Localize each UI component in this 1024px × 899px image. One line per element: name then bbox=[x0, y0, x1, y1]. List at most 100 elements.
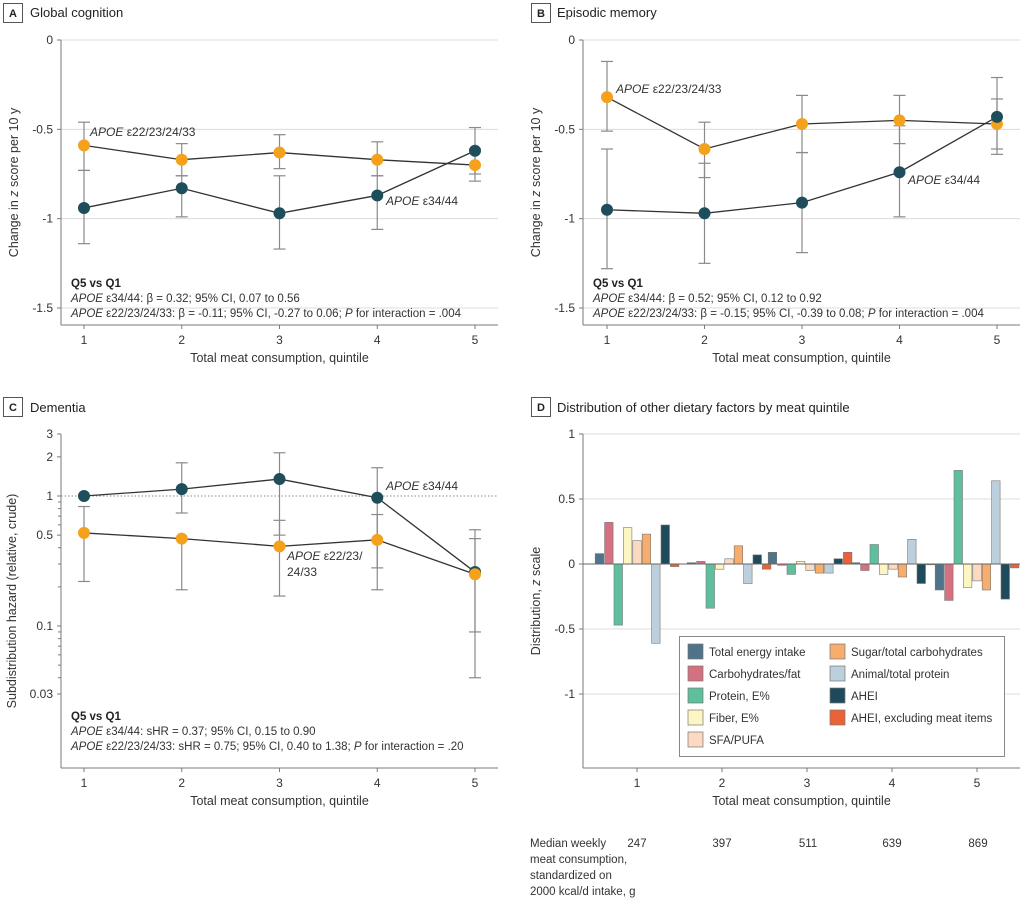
y-tick-label: 0 bbox=[568, 557, 575, 571]
text-part: APOE bbox=[907, 173, 942, 187]
median-row-label: meat consumption, bbox=[530, 854, 627, 866]
x-tick-label: 5 bbox=[974, 776, 981, 790]
bar bbox=[623, 527, 633, 565]
data-point bbox=[796, 117, 808, 130]
panel-tag-label: B bbox=[537, 8, 545, 20]
data-point bbox=[78, 526, 90, 539]
panel-header-D: D Distribution of other dietary factors b… bbox=[531, 397, 850, 417]
bar bbox=[613, 563, 623, 626]
median-value: 511 bbox=[799, 838, 817, 850]
text-part: for interaction = .20 bbox=[362, 741, 464, 753]
bar bbox=[786, 563, 796, 575]
bar bbox=[715, 563, 725, 570]
panel-tag-label: C bbox=[9, 402, 17, 414]
legend-swatch bbox=[687, 665, 704, 682]
bar bbox=[705, 563, 715, 609]
text-part: ε22/23/ bbox=[320, 549, 363, 563]
legend-label: Sugar/total carbohydrates bbox=[851, 647, 983, 659]
legend-label: SFA/PUFA bbox=[709, 735, 764, 747]
y-axis-label-part: Change in bbox=[529, 197, 543, 257]
y-tick-label: -1 bbox=[564, 687, 575, 701]
text-part: APOE bbox=[592, 308, 625, 320]
bar bbox=[824, 563, 834, 574]
panel-title: Global cognition bbox=[30, 5, 123, 20]
bar bbox=[953, 470, 963, 565]
legend-swatch bbox=[687, 731, 704, 748]
panel-tag-box bbox=[531, 397, 551, 417]
y-axis-label: Change in z score per 10 y bbox=[529, 107, 543, 257]
data-point bbox=[175, 153, 188, 166]
x-tick-label: 5 bbox=[472, 333, 479, 347]
stats-heading: Q5 vs Q1 bbox=[71, 711, 121, 723]
y-tick-label: 1 bbox=[46, 489, 53, 503]
data-point bbox=[698, 207, 711, 220]
legend-swatch bbox=[829, 687, 846, 704]
panel-tag-label: A bbox=[9, 8, 17, 20]
data-point bbox=[371, 491, 384, 504]
bar bbox=[1010, 563, 1020, 569]
panel-tag-box bbox=[3, 3, 23, 23]
text-part: ε34/44 bbox=[419, 479, 458, 493]
bar bbox=[963, 563, 973, 588]
series-label-apoe22: APOE ε22/23/ bbox=[286, 549, 363, 563]
median-value: 639 bbox=[882, 838, 901, 850]
y-tick-label: -1.5 bbox=[554, 301, 575, 315]
legend-swatch bbox=[829, 709, 846, 726]
data-point bbox=[893, 114, 906, 127]
axes-C: 3 2 1 0.5 0.1 0.03 1 2 3 4 5 Total meat consumption… bbox=[5, 427, 498, 808]
y-axis-label-part: score per 10 y bbox=[529, 107, 543, 190]
series-label-apoe22-line2: 24/33 bbox=[287, 565, 317, 579]
text-part: ε34/44 bbox=[941, 173, 980, 187]
bar bbox=[733, 545, 744, 565]
data-point bbox=[175, 182, 188, 195]
bar bbox=[981, 563, 992, 591]
y-axis-label-part: Distribution, bbox=[529, 586, 543, 655]
x-tick-label: 3 bbox=[799, 333, 806, 347]
bar bbox=[907, 538, 917, 565]
text-part: APOE bbox=[70, 741, 103, 753]
legend-swatch bbox=[829, 665, 846, 682]
median-table: Median weekly meat consumption, standardiz… bbox=[530, 838, 988, 898]
bar bbox=[604, 522, 614, 565]
bar bbox=[934, 563, 945, 591]
bar bbox=[651, 563, 661, 644]
y-tick-label: 0.03 bbox=[30, 687, 54, 701]
x-tick-label: 2 bbox=[178, 776, 185, 790]
data-point bbox=[698, 142, 711, 155]
legend-label: AHEI bbox=[851, 691, 878, 703]
y-axis-label-part: z bbox=[529, 579, 543, 587]
stats-block-C: Q5 vs Q1 APOE ε34/44: sHR = 0.37; 95% CI,… bbox=[70, 711, 464, 753]
data-point bbox=[273, 146, 286, 159]
panel-title: Dementia bbox=[30, 400, 86, 415]
y-tick-label: 2 bbox=[46, 450, 53, 464]
bar bbox=[860, 563, 870, 571]
bar bbox=[594, 553, 605, 565]
legend-swatch bbox=[687, 687, 704, 704]
bar bbox=[752, 554, 762, 565]
bar bbox=[944, 563, 954, 601]
data-point bbox=[796, 196, 808, 209]
y-tick-label: -1 bbox=[42, 212, 53, 226]
panel-header-C: C Dementia bbox=[3, 397, 86, 417]
axes-B: 0 -0.5 -1 -1.5 1 2 3 4 5 Total meat consumption, … bbox=[529, 33, 1020, 365]
text-part: APOE bbox=[70, 293, 103, 305]
text-part: APOE bbox=[70, 308, 103, 320]
x-tick-label: 2 bbox=[701, 333, 708, 347]
y-tick-label: -1.5 bbox=[32, 301, 53, 315]
y-tick-label: 3 bbox=[46, 427, 53, 441]
text-part: P bbox=[868, 308, 876, 320]
y-axis-label: Subdistribution hazard (relative, crude) bbox=[5, 494, 19, 709]
stats-heading: Q5 vs Q1 bbox=[71, 278, 121, 290]
x-tick-label: 2 bbox=[178, 333, 185, 347]
y-tick-label: 0 bbox=[568, 33, 575, 47]
text-part: ε22/23/24/33: β = -0.15; 95% CI, -0.39 t… bbox=[625, 308, 868, 320]
data-point bbox=[893, 166, 906, 179]
bar bbox=[843, 551, 853, 565]
bar bbox=[897, 563, 908, 578]
x-tick-label: 3 bbox=[276, 776, 283, 790]
data-point bbox=[175, 483, 188, 496]
y-tick-label: -1 bbox=[564, 212, 575, 226]
y-axis-label: Distribution, z scale bbox=[529, 547, 543, 655]
bar bbox=[916, 563, 926, 584]
